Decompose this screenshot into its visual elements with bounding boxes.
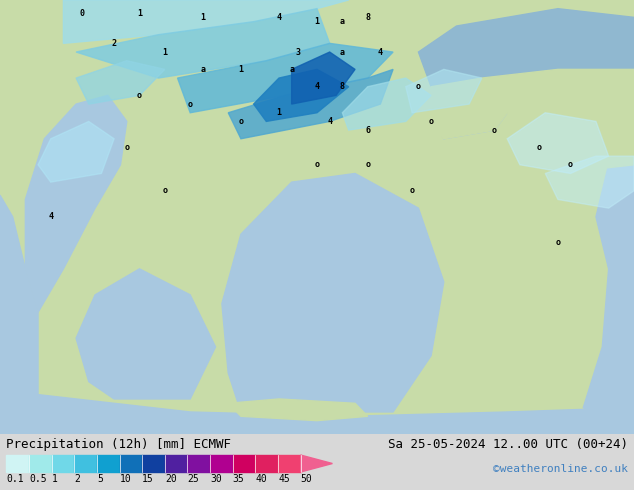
Polygon shape bbox=[0, 195, 38, 434]
Polygon shape bbox=[545, 156, 634, 208]
Text: a: a bbox=[289, 65, 294, 74]
Polygon shape bbox=[301, 455, 332, 472]
Text: 15: 15 bbox=[142, 474, 154, 484]
Polygon shape bbox=[76, 269, 216, 399]
Text: 4: 4 bbox=[276, 13, 281, 22]
Polygon shape bbox=[342, 78, 431, 130]
Text: 5: 5 bbox=[97, 474, 103, 484]
Text: 8: 8 bbox=[340, 82, 345, 91]
Text: 4: 4 bbox=[327, 117, 332, 126]
Polygon shape bbox=[38, 122, 114, 182]
Text: 3: 3 bbox=[295, 48, 301, 56]
Text: o: o bbox=[365, 160, 370, 169]
Text: o: o bbox=[162, 186, 167, 196]
Text: 20: 20 bbox=[165, 474, 177, 484]
Text: 1: 1 bbox=[200, 13, 205, 22]
Bar bbox=[233, 455, 256, 472]
Polygon shape bbox=[418, 70, 634, 173]
Text: o: o bbox=[416, 82, 421, 91]
Text: a: a bbox=[340, 17, 345, 26]
Text: ©weatheronline.co.uk: ©weatheronline.co.uk bbox=[493, 464, 628, 474]
Text: 4: 4 bbox=[314, 82, 320, 91]
Text: 1: 1 bbox=[238, 65, 243, 74]
Bar bbox=[188, 455, 210, 472]
Bar bbox=[120, 455, 142, 472]
Polygon shape bbox=[76, 61, 165, 104]
Polygon shape bbox=[254, 70, 349, 122]
Polygon shape bbox=[222, 173, 444, 412]
Text: o: o bbox=[188, 99, 193, 109]
Bar bbox=[29, 455, 51, 472]
Bar bbox=[6, 455, 29, 472]
Text: o: o bbox=[568, 160, 573, 169]
Text: 0: 0 bbox=[80, 8, 85, 18]
Bar bbox=[165, 455, 188, 472]
Text: 1: 1 bbox=[162, 48, 167, 56]
Text: 45: 45 bbox=[278, 474, 290, 484]
Bar bbox=[97, 455, 120, 472]
Bar bbox=[142, 455, 165, 472]
Text: o: o bbox=[238, 117, 243, 126]
Polygon shape bbox=[583, 152, 634, 434]
Text: 1: 1 bbox=[137, 8, 142, 18]
Text: Precipitation (12h) [mm] ECMWF: Precipitation (12h) [mm] ECMWF bbox=[6, 438, 231, 451]
Polygon shape bbox=[25, 96, 127, 312]
Polygon shape bbox=[418, 9, 634, 87]
Polygon shape bbox=[507, 113, 609, 173]
Text: 0.1: 0.1 bbox=[6, 474, 24, 484]
Text: 2: 2 bbox=[112, 39, 117, 48]
Polygon shape bbox=[406, 70, 482, 113]
Text: 1: 1 bbox=[314, 17, 320, 26]
Polygon shape bbox=[431, 104, 507, 139]
Polygon shape bbox=[228, 70, 393, 139]
Text: a: a bbox=[200, 65, 205, 74]
Bar bbox=[256, 455, 278, 472]
Polygon shape bbox=[63, 0, 349, 44]
Text: 1: 1 bbox=[276, 108, 281, 117]
Text: o: o bbox=[492, 125, 497, 135]
Text: 8: 8 bbox=[365, 13, 370, 22]
Text: 6: 6 bbox=[365, 125, 370, 135]
Text: 25: 25 bbox=[188, 474, 199, 484]
Text: 30: 30 bbox=[210, 474, 222, 484]
Polygon shape bbox=[292, 52, 355, 104]
Text: o: o bbox=[124, 143, 129, 152]
Polygon shape bbox=[0, 390, 634, 434]
Text: 40: 40 bbox=[256, 474, 267, 484]
Bar bbox=[74, 455, 97, 472]
Polygon shape bbox=[228, 399, 368, 420]
Text: 1: 1 bbox=[51, 474, 58, 484]
Polygon shape bbox=[76, 9, 330, 78]
Text: 35: 35 bbox=[233, 474, 245, 484]
Text: 2: 2 bbox=[74, 474, 80, 484]
Text: 0.5: 0.5 bbox=[29, 474, 47, 484]
Bar bbox=[278, 455, 301, 472]
Text: 4: 4 bbox=[378, 48, 383, 56]
Text: 10: 10 bbox=[120, 474, 131, 484]
Polygon shape bbox=[178, 44, 393, 113]
Text: Sa 25-05-2024 12..00 UTC (00+24): Sa 25-05-2024 12..00 UTC (00+24) bbox=[387, 438, 628, 451]
Text: 50: 50 bbox=[301, 474, 313, 484]
Bar bbox=[210, 455, 233, 472]
Text: o: o bbox=[536, 143, 541, 152]
Text: a: a bbox=[340, 48, 345, 56]
Text: o: o bbox=[137, 91, 142, 100]
Text: o: o bbox=[410, 186, 415, 196]
Text: o: o bbox=[555, 238, 560, 247]
Text: o: o bbox=[429, 117, 434, 126]
Bar bbox=[51, 455, 74, 472]
Text: o: o bbox=[314, 160, 320, 169]
Text: 4: 4 bbox=[48, 212, 53, 221]
